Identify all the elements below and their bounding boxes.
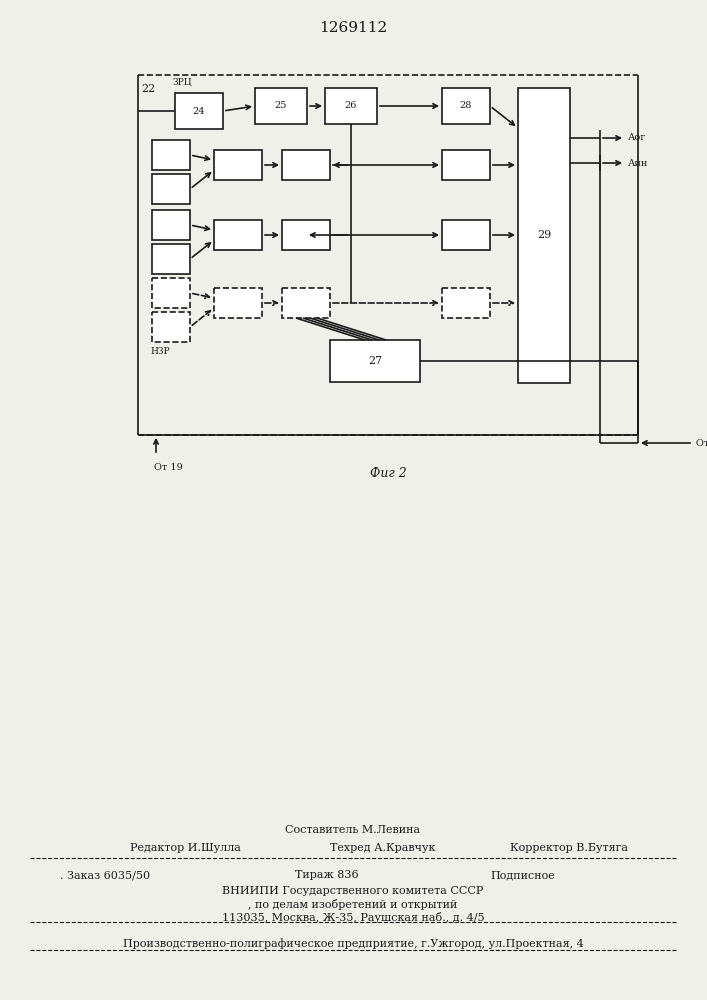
Text: Корректор В.Бутяга: Корректор В.Бутяга bbox=[510, 843, 628, 853]
Text: Подписное: Подписное bbox=[490, 870, 555, 880]
Bar bbox=[442, 220, 490, 250]
Text: НЗР: НЗР bbox=[150, 347, 170, 356]
Bar bbox=[152, 210, 190, 240]
Text: Тираж 836: Тираж 836 bbox=[295, 870, 358, 880]
Bar bbox=[518, 88, 570, 383]
Bar bbox=[214, 220, 262, 250]
Text: От 19: От 19 bbox=[154, 463, 182, 472]
Bar bbox=[152, 312, 190, 342]
Text: 24: 24 bbox=[193, 106, 205, 115]
Text: От 18: От 18 bbox=[696, 438, 707, 448]
Bar bbox=[442, 288, 490, 318]
Text: Техред А.Кравчук: Техред А.Кравчук bbox=[330, 843, 436, 853]
Text: 29: 29 bbox=[537, 231, 551, 240]
Bar bbox=[255, 88, 307, 124]
Text: 113035, Москва, Ж-35, Раушская наб., д. 4/5: 113035, Москва, Ж-35, Раушская наб., д. … bbox=[222, 912, 484, 923]
Text: Фиг 2: Фиг 2 bbox=[370, 467, 407, 480]
Text: Аин: Аин bbox=[628, 158, 648, 167]
Bar bbox=[282, 220, 330, 250]
Text: 27: 27 bbox=[368, 356, 382, 366]
Bar bbox=[152, 140, 190, 170]
Text: 1269112: 1269112 bbox=[319, 21, 387, 35]
Bar bbox=[442, 88, 490, 124]
Bar bbox=[214, 288, 262, 318]
Text: 28: 28 bbox=[460, 102, 472, 110]
Bar bbox=[282, 150, 330, 180]
Text: 25: 25 bbox=[275, 102, 287, 110]
Text: Редактор И.Шулла: Редактор И.Шулла bbox=[130, 843, 241, 853]
Text: ЗРЦ: ЗРЦ bbox=[173, 78, 192, 87]
Text: 26: 26 bbox=[345, 102, 357, 110]
Bar bbox=[330, 340, 420, 382]
Bar bbox=[282, 288, 330, 318]
Text: Составитель М.Левина: Составитель М.Левина bbox=[286, 825, 421, 835]
Text: ВНИИПИ Государственного комитета СССР: ВНИИПИ Государственного комитета СССР bbox=[222, 886, 484, 896]
Bar bbox=[442, 150, 490, 180]
Bar bbox=[214, 150, 262, 180]
Text: Аог: Аог bbox=[628, 133, 646, 142]
Bar bbox=[152, 278, 190, 308]
Text: . Заказ 6035/50: . Заказ 6035/50 bbox=[60, 870, 150, 880]
Bar bbox=[325, 88, 377, 124]
Text: Производственно-полиграфическое предприятие, г.Ужгород, ул.Проектная, 4: Производственно-полиграфическое предприя… bbox=[122, 938, 583, 949]
Bar bbox=[175, 93, 223, 129]
Bar bbox=[152, 174, 190, 204]
Text: 22: 22 bbox=[141, 84, 156, 94]
Text: , по делам изобретений и открытий: , по делам изобретений и открытий bbox=[248, 899, 457, 910]
Bar bbox=[152, 244, 190, 274]
